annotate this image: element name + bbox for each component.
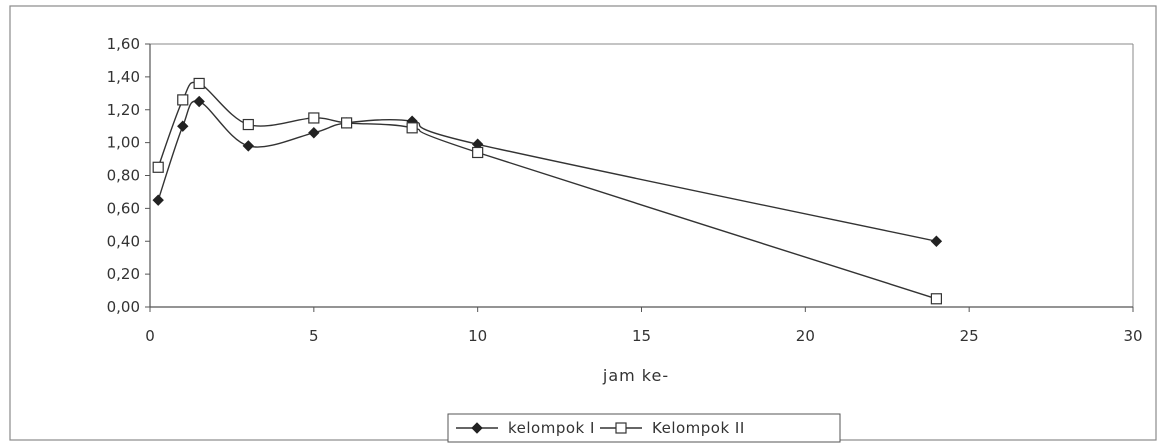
data-point [472,146,484,159]
legend-box [447,413,841,443]
series-2 [152,77,943,305]
data-point [152,161,164,173]
y-tick-label: 1,20 [107,101,140,119]
data-point [308,127,320,139]
x-tick-label: 15 [632,327,651,345]
legend: kelompok I Kelompok II [447,413,841,443]
data-point [406,122,418,134]
x-tick-label: 10 [468,327,487,345]
chart-frame [9,5,1157,441]
x-tick-label: 0 [145,327,155,345]
data-point [152,194,164,206]
data-point [177,120,189,132]
y-tick-label: 0,60 [107,199,140,217]
y-tick-label: 0,80 [107,167,140,185]
x-axis-label: jam ke- [602,366,669,385]
data-point [242,140,255,152]
data-point [341,117,353,129]
legend-label: kelompok I [508,419,595,437]
data-point [242,118,254,131]
x-tick-label: 5 [309,327,319,345]
plot-series [152,77,943,305]
y-tick-label: 0,40 [107,232,140,250]
legend-marker [471,422,483,434]
legend-item: Kelompok II [600,419,745,437]
data-point [308,112,320,124]
x-tick-label: 20 [796,327,815,345]
data-point [930,235,943,247]
legend-marker [615,422,627,434]
y-tick-label: 0,00 [107,298,140,316]
x-tick-label: 30 [1123,327,1142,345]
tick-labels: 0,00 0,20 0,40 0,60 0,80 1,00 1,20 1,40 1,60 0 5 10… [107,35,1143,345]
data-point [193,77,205,90]
y-tick-label: 1,60 [107,35,140,53]
data-point [177,94,189,106]
data-point [193,95,205,108]
y-tick-label: 0,20 [107,265,140,283]
axes [145,43,1134,312]
legend-label: Kelompok II [652,419,745,437]
x-tick-label: 25 [960,327,979,345]
data-point [930,293,943,305]
y-tick-label: 1,40 [107,68,140,86]
legend-item: kelompok I [456,419,595,437]
y-tick-label: 1,00 [107,134,140,152]
